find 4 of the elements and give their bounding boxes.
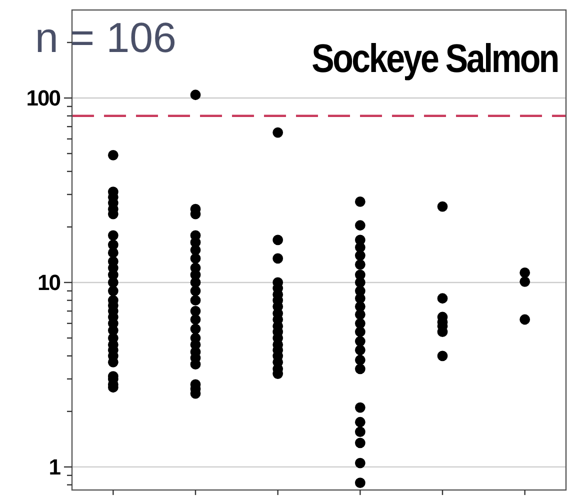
y-tick-label: 10: [38, 270, 61, 296]
text: Sockeye Salmon: [312, 35, 558, 81]
y-tick-label: 100: [26, 86, 61, 111]
y-tick-label: 1: [48, 454, 61, 480]
